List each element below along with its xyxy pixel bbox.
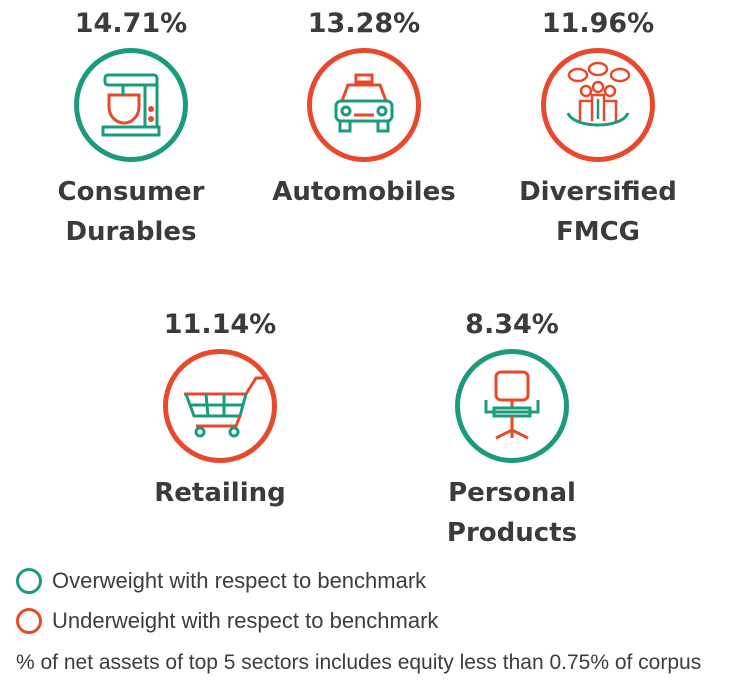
people-shopping-icon xyxy=(566,61,631,127)
sector-label: Automobiles xyxy=(272,177,456,207)
sector-retailing: 11.14% Retailing xyxy=(100,309,340,513)
mixer-icon xyxy=(101,73,161,137)
sector-percent: 8.34% xyxy=(465,309,559,340)
overweight-marker xyxy=(16,568,42,594)
legend-underweight: Underweight with respect to benchmark xyxy=(16,608,438,634)
car-icon xyxy=(334,73,394,133)
underweight-ring xyxy=(541,48,655,162)
underweight-marker xyxy=(16,608,42,634)
sector-personal-products: 8.34% Personal Products xyxy=(392,309,632,553)
underweight-ring xyxy=(163,349,277,463)
legend-overweight: Overweight with respect to benchmark xyxy=(16,568,426,594)
sector-consumer-durables: 14.71% Consumer Durables xyxy=(11,8,251,252)
sector-percent: 14.71% xyxy=(74,8,188,39)
sector-percent: 13.28% xyxy=(307,8,421,39)
legend-overweight-text: Overweight with respect to benchmark xyxy=(52,568,427,593)
sector-label: Diversified FMCG xyxy=(519,177,677,247)
office-chair-icon xyxy=(484,370,540,440)
shopping-cart-icon xyxy=(184,376,264,438)
sector-diversified-fmcg: 11.96% Diversified FMCG xyxy=(478,8,718,252)
sector-percent: 11.96% xyxy=(541,8,655,39)
sector-label: Consumer Durables xyxy=(57,177,205,247)
overweight-ring xyxy=(74,48,188,162)
sector-automobiles: 13.28% Automobiles xyxy=(244,8,484,212)
sector-label: Personal Products xyxy=(446,478,578,548)
legend-underweight-text: Underweight with respect to benchmark xyxy=(52,608,439,633)
footnote: % of net assets of top 5 sectors include… xyxy=(16,651,702,674)
underweight-ring xyxy=(307,48,421,162)
sector-percent: 11.14% xyxy=(163,309,277,340)
sector-label: Retailing xyxy=(154,478,286,508)
overweight-ring xyxy=(455,349,569,463)
